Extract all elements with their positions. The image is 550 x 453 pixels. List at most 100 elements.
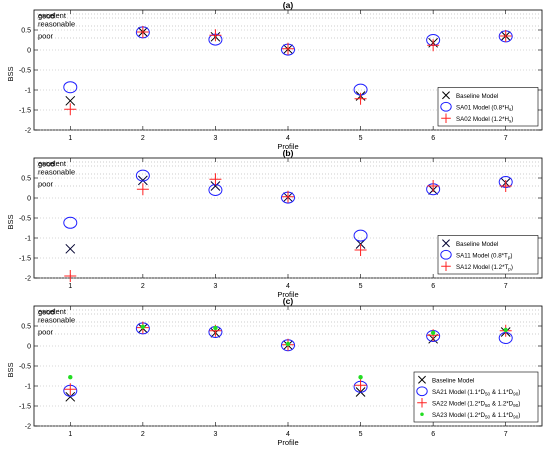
y-tick-label: -1 <box>25 384 31 391</box>
legend-entry: SA12 Model (1.2*Tp) <box>456 264 513 272</box>
y-axis-label: BSS <box>6 66 15 81</box>
legend-text-part: ) <box>511 264 513 271</box>
x-tick-label: 6 <box>431 135 435 142</box>
data-point <box>499 180 512 192</box>
y-tick-label: -1.5 <box>19 256 31 263</box>
legend-box <box>437 235 539 275</box>
legend-text-part: SA02 Model (1.2*H <box>456 116 509 123</box>
skill-level-label: excelent <box>38 307 67 316</box>
legend-subscript: 90 <box>513 391 519 396</box>
chart-title: (b) <box>283 148 294 158</box>
y-tick-label: -1.5 <box>19 404 31 411</box>
legend-text-part: SA11 Model (0.8*T <box>456 252 508 259</box>
x-tick-label: 3 <box>213 283 217 290</box>
data-point <box>282 42 294 55</box>
legend-entry: SA02 Model (1.2*Hs) <box>456 116 513 124</box>
legend-entry: Baseline Model <box>456 241 498 248</box>
legend-box <box>413 371 539 423</box>
data-point <box>354 92 367 105</box>
x-tick-label: 6 <box>431 431 435 438</box>
x-tick-label: 2 <box>141 135 145 142</box>
chart-title: (c) <box>283 296 294 306</box>
legend-subscript: 50 <box>485 391 491 396</box>
data-point <box>138 175 148 186</box>
legend-text-part: & 1.1*D <box>490 412 514 419</box>
data-point <box>503 327 508 333</box>
legend-marker <box>418 375 426 384</box>
x-tick-label: 2 <box>141 431 145 438</box>
x-tick-label: 1 <box>68 283 72 290</box>
x-tick-label: 4 <box>286 431 290 438</box>
skill-level-label: good <box>38 308 55 317</box>
data-point <box>353 229 368 242</box>
skill-level-label: excelent <box>38 159 67 168</box>
data-point <box>210 181 221 191</box>
data-point <box>499 30 512 42</box>
legend-text-part: ) <box>511 116 513 123</box>
legend-text-part: SA22 Model (1.2*D <box>432 400 485 407</box>
legend-subscript: 90 <box>513 414 519 419</box>
y-tick-label: -2 <box>25 276 31 283</box>
legend-text-part: & 1.1*D <box>490 389 514 396</box>
legend-entry: SA22 Model (1.2*D50 & 1.2*D90) <box>432 400 520 408</box>
legend-text-part: ) <box>518 412 520 419</box>
x-tick-label: 4 <box>286 135 290 142</box>
y-tick-label: -2 <box>25 128 31 135</box>
data-point <box>209 173 222 186</box>
x-tick-label: 7 <box>504 135 508 142</box>
legend-text-part: SA21 Model (1.1*D <box>432 389 485 396</box>
x-tick-label: 2 <box>141 283 145 290</box>
skill-level-label: reasonable <box>38 168 75 177</box>
legend-text-part: ) <box>510 252 512 259</box>
legend-marker <box>442 239 450 248</box>
skill-level-label: good <box>38 160 55 169</box>
legend-marker <box>417 397 427 408</box>
skill-level-label: reasonable <box>38 20 75 29</box>
data-point <box>136 26 149 38</box>
legend-subscript: 90 <box>513 403 519 408</box>
y-tick-label: 0.5 <box>21 28 31 35</box>
y-tick-label: -0.5 <box>19 364 31 371</box>
legend-entry: SA11 Model (0.8*Tp) <box>456 252 512 260</box>
x-tick-label: 3 <box>213 431 217 438</box>
legend-marker <box>440 249 452 260</box>
data-point <box>140 324 146 329</box>
legend-entry: SA21 Model (1.1*D50 & 1.1*D90) <box>432 389 520 397</box>
data-point <box>68 375 73 380</box>
legend-text-part: SA23 Model (1.2*D <box>432 412 485 419</box>
legend-subscript: 50 <box>485 403 491 408</box>
skill-level-label: good <box>38 12 55 21</box>
skill-level-label: poor <box>38 328 54 337</box>
x-tick-label: 4 <box>286 283 290 290</box>
data-point <box>136 183 149 196</box>
y-tick-label: -1 <box>25 236 31 243</box>
x-axis-label: Profile <box>277 142 298 151</box>
data-point <box>64 270 77 282</box>
y-tick-label: 0.5 <box>21 324 31 331</box>
y-tick-label: 0 <box>27 196 31 203</box>
data-point <box>63 216 78 229</box>
legend-marker <box>416 386 428 397</box>
y-tick-label: -2 <box>25 424 31 431</box>
y-axis-label: BSS <box>6 214 15 229</box>
y-tick-label: -1 <box>25 88 31 95</box>
y-tick-label: 0.5 <box>21 176 31 183</box>
legend-entry: Baseline Model <box>456 93 498 100</box>
data-point <box>65 243 76 254</box>
x-axis-label: Profile <box>277 438 298 447</box>
x-tick-label: 6 <box>431 283 435 290</box>
legend-subscript: s <box>509 118 512 123</box>
data-point <box>358 375 363 380</box>
legend-text-part: ) <box>518 389 520 396</box>
y-tick-label: -0.5 <box>19 68 31 75</box>
legend-subscript: p <box>508 255 511 260</box>
legend-subscript: s <box>509 107 512 112</box>
x-tick-label: 7 <box>504 431 508 438</box>
x-tick-label: 1 <box>68 135 72 142</box>
chart-title: (a) <box>283 0 294 10</box>
data-point <box>209 29 222 42</box>
